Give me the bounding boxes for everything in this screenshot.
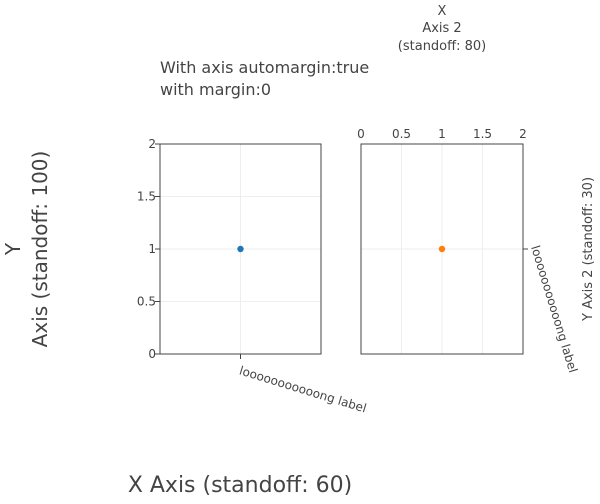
y-axis-title-line-1: Y	[1, 242, 25, 256]
x-tick-label: looooooooooong label	[238, 363, 368, 415]
x-tick-label: 1.5	[473, 127, 492, 141]
y-tick-label: 2	[148, 137, 156, 151]
x-axis-title-line-2: Axis 2	[422, 21, 461, 36]
x-axis-title-line-3: (standoff: 80)	[398, 39, 486, 54]
x-tick-label: 1	[438, 127, 446, 141]
y-axis-title: Y Axis 2 (standoff: 30)	[581, 177, 596, 322]
x-tick-label: 2	[519, 127, 527, 141]
y-axis-title-line-2: Axis (standoff: 100)	[28, 151, 52, 348]
y-tick-label: 1	[148, 242, 156, 256]
y-tick-label: looooooooooong label	[528, 244, 580, 374]
y-tick-label: 0.5	[137, 295, 156, 309]
y-tick-label: 0	[148, 347, 156, 361]
chart-title-line-2: with margin:0	[160, 80, 271, 99]
y-tick-label: 1.5	[137, 190, 156, 204]
data-point	[438, 245, 446, 253]
x-tick-label: 0.5	[392, 127, 411, 141]
data-point	[237, 245, 244, 253]
x-tick-label: 0	[357, 127, 365, 141]
x-axis-title-line-1: X	[438, 4, 447, 19]
x-axis-title: X Axis (standoff: 60)	[128, 473, 352, 498]
chart-title-line-1: With axis automargin:true	[160, 58, 369, 77]
